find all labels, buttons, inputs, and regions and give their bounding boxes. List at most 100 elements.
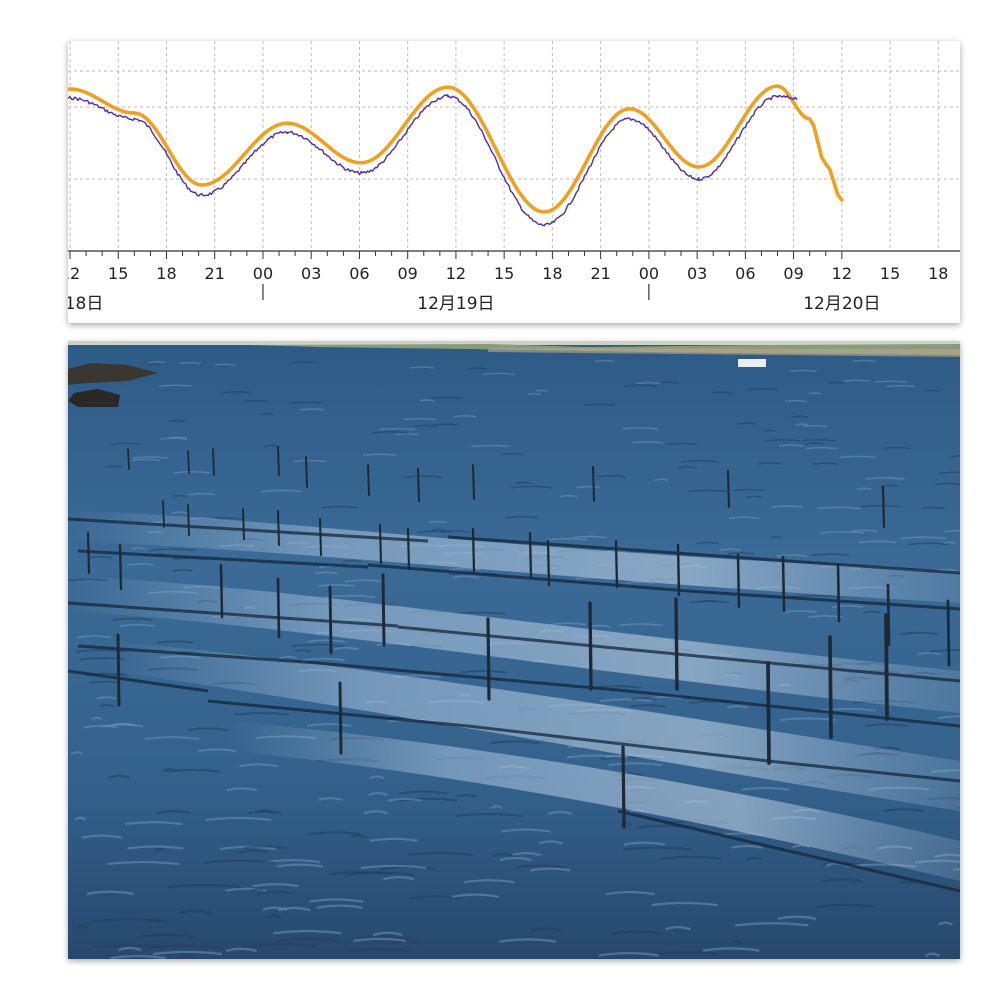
- wave-ripple: [333, 646, 359, 651]
- wave-ripple: [501, 828, 551, 833]
- wave-ripple: [119, 623, 155, 628]
- wave-ripple: [820, 530, 864, 534]
- wave-ripple: [908, 542, 950, 546]
- wave-ripple: [187, 492, 215, 496]
- wave-ripple: [316, 904, 363, 909]
- wave-ripple: [619, 623, 663, 627]
- date-label: 18日: [68, 294, 103, 314]
- wave-ripple: [527, 393, 542, 396]
- wave-ripple: [88, 555, 112, 559]
- wave-ripple: [745, 495, 763, 499]
- net-pole: [471, 463, 476, 501]
- wave-ripple: [299, 408, 325, 411]
- date-label: 12月20日: [803, 294, 880, 314]
- wave-ripple: [951, 455, 960, 458]
- wave-ripple: [314, 571, 338, 575]
- series-line-predicted: [68, 84, 844, 214]
- x-tick-label: 00: [253, 264, 273, 283]
- x-tick-label: 15: [108, 264, 128, 283]
- wave-ripple: [251, 887, 264, 892]
- wave-ripple: [242, 845, 288, 850]
- wave-ripple: [403, 417, 436, 421]
- net-pole: [219, 563, 224, 619]
- wave-ripple: [261, 489, 302, 493]
- wave-ripple: [252, 882, 299, 888]
- wave-ripple: [620, 821, 633, 826]
- wave-ripple: [529, 867, 571, 872]
- wave-ripple: [608, 762, 662, 766]
- wave-ripple: [157, 640, 194, 644]
- wave-ripple: [728, 516, 760, 520]
- wave-ripple: [471, 444, 510, 448]
- wave-ripple: [611, 930, 663, 935]
- wave-ripple: [451, 893, 500, 898]
- wave-ripple: [171, 511, 189, 515]
- wave-ripple: [857, 487, 872, 491]
- x-tick-label: 09: [398, 264, 418, 283]
- net-line: [467, 724, 769, 763]
- wave-ripple: [600, 698, 651, 703]
- wave-ripple: [937, 715, 960, 720]
- wave-ripple: [166, 768, 221, 773]
- wave-ripple: [696, 541, 719, 545]
- net-pole: [591, 465, 596, 503]
- wave-ripple: [414, 424, 437, 428]
- wave-ripple: [681, 459, 718, 463]
- sea-nets-illustration: [68, 341, 960, 959]
- wave-ripple: [383, 876, 415, 881]
- wave-ripple: [107, 860, 180, 866]
- wave-ripple: [205, 816, 271, 821]
- wave-ripple: [239, 763, 278, 768]
- wave-ripple: [882, 446, 911, 450]
- wave-ripple: [148, 363, 160, 366]
- wave-ripple: [213, 363, 236, 366]
- wave-ripple: [885, 385, 915, 388]
- wave-ripple: [76, 924, 90, 930]
- wave-ripple: [795, 423, 809, 426]
- net-pole: [276, 509, 281, 547]
- wave-ripple: [98, 368, 112, 371]
- wave-ripple: [917, 651, 941, 656]
- wave-ripple: [729, 940, 744, 945]
- net-pole: [736, 553, 741, 609]
- x-tick-label: 15: [880, 264, 900, 283]
- wave-ripple: [899, 631, 939, 636]
- wave-ripple: [624, 384, 657, 387]
- wave-ripple: [159, 384, 192, 387]
- net-pole: [367, 464, 370, 496]
- wave-ripple: [220, 391, 252, 394]
- net-pole: [276, 577, 281, 639]
- wave-ripple: [576, 485, 601, 489]
- wave-ripple: [399, 790, 448, 795]
- wave-ripple: [353, 937, 407, 943]
- wave-ripple: [625, 581, 654, 585]
- wave-ripple: [805, 446, 838, 450]
- wave-ripple: [802, 424, 828, 428]
- net-pole: [726, 469, 731, 509]
- tide-chart-card: 12 15 18 21 00 03 06 09 12 15 18 21 00 03 06 09 12 15 18 18…: [68, 41, 960, 323]
- net-pole: [881, 485, 886, 529]
- wave-ripple: [279, 655, 298, 660]
- net-pole: [277, 446, 280, 476]
- wave-ripple: [329, 871, 392, 876]
- wave-ripple: [860, 504, 901, 508]
- net-pole: [116, 633, 121, 707]
- wave-ripple: [291, 643, 345, 647]
- wave-ripple: [99, 703, 115, 708]
- wave-ripple: [409, 895, 462, 900]
- wave-ripple: [167, 884, 242, 889]
- wave-ripple: [433, 423, 459, 426]
- net-pole: [946, 599, 951, 667]
- wave-ripple: [168, 419, 186, 423]
- wave-ripple: [938, 921, 953, 926]
- wave-ripple: [187, 727, 229, 731]
- wave-ripple: [173, 471, 211, 474]
- x-tick-label: 03: [301, 264, 321, 283]
- wave-ripple: [92, 918, 168, 923]
- net-line: [317, 661, 629, 693]
- wave-ripple: [900, 536, 946, 540]
- wave-ripple: [731, 844, 764, 849]
- wave-ripple: [363, 810, 388, 815]
- wave-ripple: [379, 427, 416, 431]
- wave-ripple: [623, 841, 666, 846]
